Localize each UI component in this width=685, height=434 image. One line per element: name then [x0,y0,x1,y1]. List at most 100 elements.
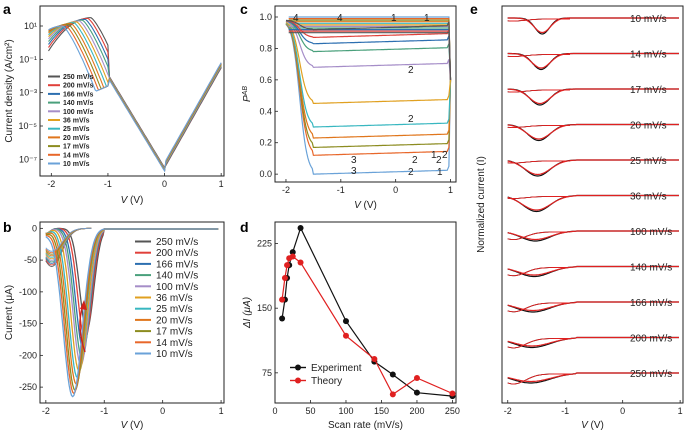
y-axis-label-a: Current density (A/cm²) [4,39,15,142]
direction-arrowhead-b [80,300,87,310]
x-tick-a-1: -1 [104,179,112,189]
y-axis-label-b: Current (μA) [4,285,15,340]
legend-label-a-2: 166 mV/s [63,91,93,98]
series-e-return-10-1 [507,373,570,385]
panel-label-e: e [470,1,478,17]
panel-label-b: b [3,219,12,235]
x-tick-b-3: 1 [219,406,224,416]
chart-d: 0 50 100 150 200 250 75 150 225 Scan rate (mV/s) Δ… [242,221,460,431]
y-tick-a-0: 10¹ [24,21,37,31]
row-label-e-9: 200 mV/s [630,334,672,345]
row-label-e-4: 25 mV/s [630,156,667,167]
annotation-c-4: 2 [408,65,414,76]
x-tick-b-0: -2 [42,406,50,416]
series-e-return-4-1 [507,160,570,164]
legend-label-b-0: 250 mV/s [156,237,198,248]
series-e-return-6-1 [507,231,570,241]
series-c-0 [285,16,452,175]
point-d-1-0 [279,296,286,303]
legend-label-a-0: 250 mV/s [63,74,93,81]
series-d-0 [281,226,453,397]
chart-b: -2 -1 0 1 0 -50 -100 -150 -200 -250 V (V) Current (… [4,221,225,431]
annotation-c-10: 3 [351,166,357,177]
legend-label-b-8: 17 mV/s [156,327,193,338]
legend-label-b-3: 140 mV/s [156,271,198,282]
annotation-c-8: 2 [436,155,442,166]
row-label-e-10: 250 mV/s [630,369,672,380]
series-e-9-1 [507,336,679,347]
y-tick-b-1: -50 [24,255,37,265]
point-d-1-10 [449,390,456,397]
y-tick-d-2: 225 [257,239,272,249]
series-e-return-0-1 [507,18,570,22]
x-tick-b-2: 0 [160,406,165,416]
series-e-1-1 [507,52,679,69]
legend-label-a-5: 36 mV/s [63,118,90,125]
y-tick-b-3: -150 [19,319,37,329]
series-e-5-1 [507,194,679,211]
x-tick-e-3: 1 [678,406,683,416]
y-tick-b-0: 0 [32,223,37,233]
series-e-0-1 [507,17,679,34]
point-d-0-8 [389,371,396,378]
series-e-return-8-1 [507,302,570,313]
x-tick-d-3: 150 [374,406,389,416]
y-tick-c-1: 0.2 [259,138,272,148]
point-d-1-7 [371,356,378,363]
annotation-c-9: 3 [351,155,357,166]
panel-label-d: d [240,219,249,235]
row-label-e-7: 140 mV/s [630,263,672,274]
x-tick-d-1: 50 [305,406,315,416]
annotation-c-12: 2 [442,150,448,161]
series-c-8 [285,20,452,80]
legend-marker-d-0 [295,364,301,371]
x-tick-c-2: 0 [393,185,398,195]
legend-label-a-1: 200 mV/s [63,83,93,90]
x-tick-d-0: 0 [272,406,277,416]
x-tick-a-3: 1 [219,179,224,189]
y-tick-d-0: 75 [262,368,272,378]
annotation-c-5: 2 [408,114,414,125]
row-label-e-5: 36 mV/s [630,192,667,203]
y-tick-a-4: 10⁻⁷ [19,154,37,164]
y-tick-b-5: -250 [19,382,37,392]
legend-label-b-5: 36 mV/s [156,293,193,304]
legend-label-a-6: 25 mV/s [63,126,90,133]
x-tick-d-5: 250 [445,406,460,416]
y-tick-c-0: 0.0 [259,169,272,179]
x-tick-c-3: 1 [448,185,453,195]
legend-label-b-6: 25 mV/s [156,304,193,315]
point-d-1-9 [413,375,420,382]
x-tick-c-1: -1 [337,185,345,195]
x-tick-c-0: -2 [282,185,290,195]
series-c-4 [285,22,452,128]
legend-label-b-9: 14 mV/s [156,338,193,349]
point-d-0-0 [279,315,286,322]
point-d-0-6 [342,318,349,325]
series-c-1 [285,18,452,156]
plot-frame-a [39,5,225,177]
x-tick-e-0: -2 [504,406,512,416]
point-d-1-1 [281,275,288,282]
legend-label-b-2: 166 mV/s [156,259,198,270]
x-axis-label-e: V (V) [581,420,604,431]
y-tick-a-3: 10⁻⁵ [19,121,38,131]
series-c-2 [285,19,452,148]
series-c-9 [285,20,452,80]
panel-label-a: a [3,1,11,17]
point-d-1-4 [289,253,296,260]
y-tick-b-4: -200 [19,350,37,360]
y-tick-a-1: 10⁻¹ [19,54,37,64]
x-axis-label-c: V (V) [354,200,377,211]
annotation-c-0: 4 [293,13,299,24]
chart-a: -2 -1 0 1 10¹ 10⁻¹ 10⁻³ 10⁻⁵ 10⁻⁷ V (V) Current de… [4,5,225,206]
x-tick-b-1: -1 [100,406,108,416]
series-b-10 [45,228,219,398]
point-d-0-9 [413,389,420,396]
x-tick-e-1: -1 [561,406,569,416]
panel-label-c: c [240,1,248,17]
series-e-4-1 [507,159,679,176]
series-e-3-1 [507,123,679,140]
row-label-e-8: 166 mV/s [630,298,672,309]
plot-frame-e [501,5,684,404]
